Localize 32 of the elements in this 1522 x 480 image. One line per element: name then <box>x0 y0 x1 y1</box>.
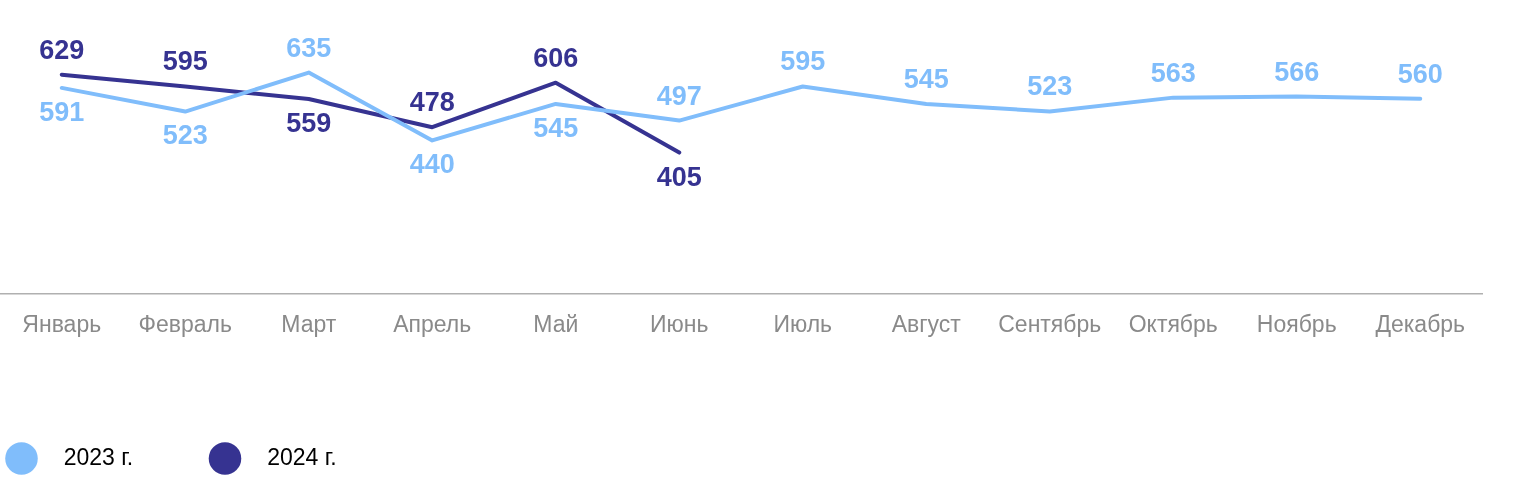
x-tick-label: Май <box>533 310 579 337</box>
data-label: 563 <box>1150 57 1196 88</box>
x-tick-label: Сентябрь <box>998 310 1102 337</box>
data-label: 560 <box>1397 58 1443 89</box>
data-label: 595 <box>162 46 208 77</box>
data-label: 635 <box>286 32 332 63</box>
legend-label: 2024 г. <box>247 443 407 470</box>
data-label: 559 <box>286 107 332 138</box>
x-tick-label: Апрель <box>393 310 472 337</box>
data-label: 497 <box>656 80 702 111</box>
data-label: 440 <box>409 149 455 180</box>
x-tick-label: Ноябрь <box>1256 310 1337 337</box>
data-label: 591 <box>39 96 85 127</box>
x-tick-label: Июль <box>773 310 833 337</box>
x-tick-label: Август <box>891 310 962 337</box>
x-tick-label: Декабрь <box>1375 310 1466 337</box>
x-tick-label: Февраль <box>138 310 233 337</box>
data-label: 478 <box>409 87 455 118</box>
x-tick-label: Январь <box>22 310 102 337</box>
data-label: 629 <box>39 34 85 65</box>
data-label: 595 <box>780 46 826 77</box>
data-label: 545 <box>533 112 579 143</box>
data-label: 523 <box>162 120 208 151</box>
data-label: 545 <box>903 63 949 94</box>
data-label: 566 <box>1274 56 1320 87</box>
legend-label: 2023 г. <box>44 443 204 470</box>
data-label: 405 <box>656 161 702 192</box>
x-tick-label: Март <box>281 310 337 337</box>
x-tick-label: Июнь <box>650 310 709 337</box>
x-tick-label: Октябрь <box>1128 310 1218 337</box>
data-label: 606 <box>533 42 579 73</box>
data-label: 523 <box>1027 71 1073 102</box>
